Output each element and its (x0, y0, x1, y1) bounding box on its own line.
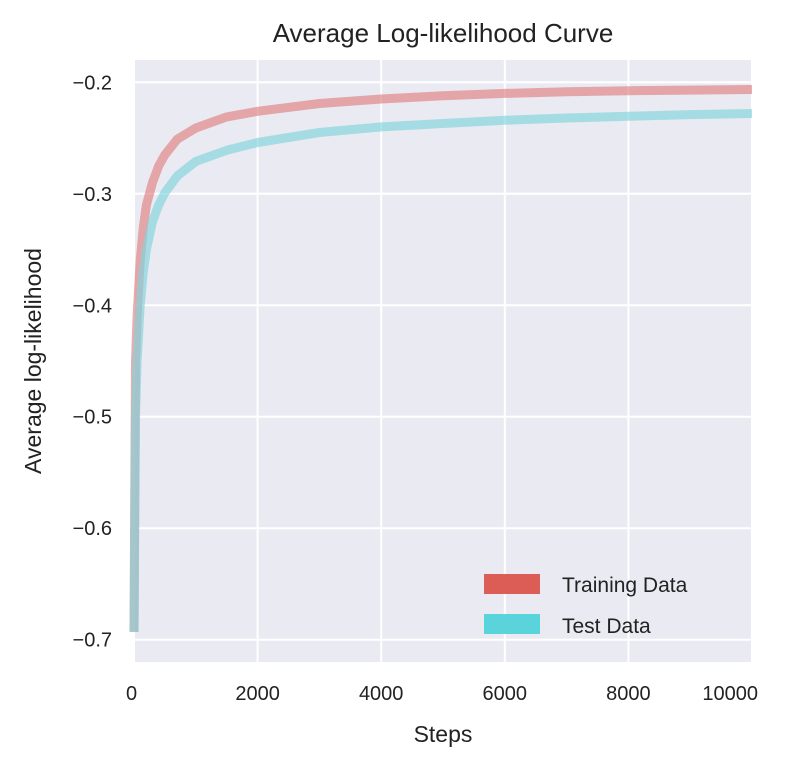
y-tick-label: −0.4 (73, 295, 112, 317)
y-tick-label: −0.7 (73, 630, 112, 652)
x-tick-label: 6000 (483, 683, 528, 705)
series-lines (129, 85, 753, 632)
y-tick-labels: −0.2 −0.3 −0.4 −0.5 −0.6 −0.7 (73, 72, 112, 651)
grid (133, 60, 753, 662)
legend-label-training: Training Data (562, 574, 688, 597)
plot-background (134, 60, 752, 662)
x-tick-label: 0 (126, 683, 137, 705)
legend-swatch-training (484, 574, 540, 594)
x-tick-label: 10000 (702, 683, 758, 705)
series-line-test (129, 109, 753, 632)
y-tick-label: −0.3 (73, 184, 112, 206)
y-tick-label: −0.6 (73, 518, 112, 540)
y-axis-label: Average log-likelihood (20, 248, 46, 474)
x-axis-label: Steps (414, 721, 473, 747)
series-line-training (129, 85, 753, 632)
x-tick-label: 2000 (235, 683, 280, 705)
x-tick-label: 4000 (359, 683, 404, 705)
x-tick-label: 8000 (606, 683, 651, 705)
legend-label-test: Test Data (562, 615, 651, 638)
legend: Training Data Test Data (484, 574, 688, 638)
x-tick-labels: 0 2000 4000 6000 8000 10000 (126, 683, 758, 705)
y-tick-label: −0.2 (73, 72, 112, 94)
chart-title: Average Log-likelihood Curve (273, 18, 614, 48)
y-tick-label: −0.5 (73, 407, 112, 429)
legend-swatch-test (484, 614, 540, 634)
